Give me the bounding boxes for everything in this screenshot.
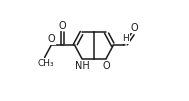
Text: CH₃: CH₃ xyxy=(38,59,54,68)
Text: O: O xyxy=(130,23,138,33)
Text: O: O xyxy=(59,21,67,31)
Text: H: H xyxy=(122,34,129,43)
Text: O: O xyxy=(47,34,55,44)
Text: NH: NH xyxy=(74,61,89,71)
Text: O: O xyxy=(102,61,110,71)
